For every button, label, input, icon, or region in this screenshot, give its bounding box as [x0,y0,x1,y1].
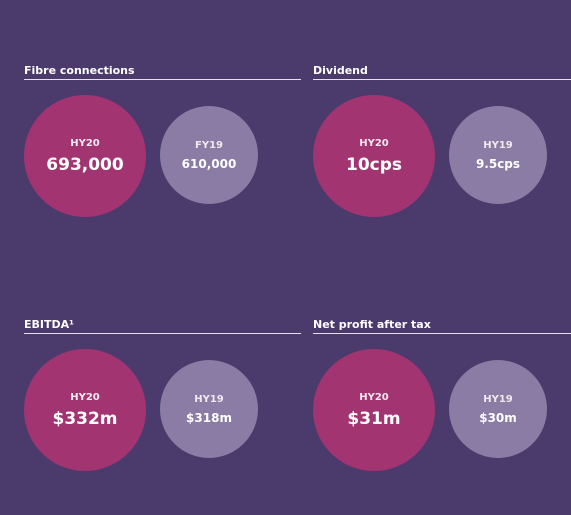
panel-title: Fibre connections [24,64,301,80]
panel-dividend: Dividend HY20 10cps HY19 9.5cps [313,64,571,224]
prior-period-circle: HY19 9.5cps [449,106,547,204]
current-period-circle: HY20 $332m [24,349,146,471]
panel-title: Dividend [313,64,571,80]
metric-value: 610,000 [181,156,237,171]
prior-period-circle: FY19 610,000 [160,106,258,204]
metric-value: $332m [52,408,118,429]
period-label: HY19 [483,139,513,151]
period-label: HY20 [359,391,389,403]
panel-ebitda: EBITDA¹ HY20 $332m HY19 $318m [24,318,301,478]
current-period-circle: HY20 $31m [313,349,435,471]
period-label: HY20 [70,391,100,403]
period-label: HY20 [359,137,389,149]
metric-value: $30m [479,410,517,425]
panel-net-profit-after-tax: Net profit after tax HY20 $31m HY19 $30m [313,318,571,478]
period-label: HY19 [483,393,513,405]
metric-value: $31m [347,408,401,429]
current-period-circle: HY20 693,000 [24,95,146,217]
panel-title: Net profit after tax [313,318,571,334]
metric-value: $318m [186,410,232,425]
metric-value: 9.5cps [475,156,521,171]
panel-fibre-connections: Fibre connections HY20 693,000 FY19 610,… [24,64,301,224]
period-label: HY20 [70,137,100,149]
period-label: HY19 [194,393,224,405]
metric-value: 10cps [345,154,403,175]
prior-period-circle: HY19 $318m [160,360,258,458]
period-label: FY19 [195,139,223,151]
prior-period-circle: HY19 $30m [449,360,547,458]
panel-title: EBITDA¹ [24,318,301,334]
metric-value: 693,000 [46,154,124,175]
current-period-circle: HY20 10cps [313,95,435,217]
